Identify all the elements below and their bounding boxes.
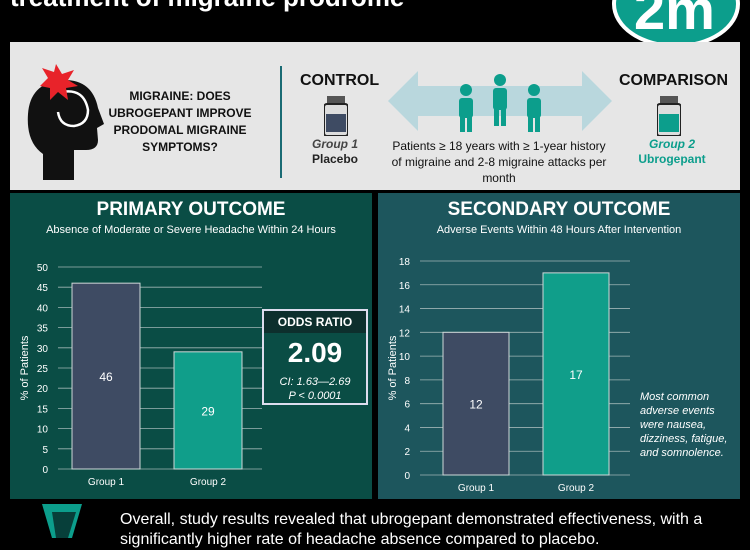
y-tick-label: 14 bbox=[399, 305, 411, 316]
x-tick-label: Group 1 bbox=[88, 477, 125, 488]
bar-value-label: 17 bbox=[569, 368, 583, 382]
y-tick-label: 4 bbox=[404, 423, 410, 434]
head-silhouette-icon bbox=[27, 64, 104, 180]
odds-ratio-p-text: P < 0.0001 bbox=[288, 390, 342, 402]
vial-placebo-icon bbox=[324, 96, 348, 136]
bar bbox=[542, 272, 610, 476]
y-tick-label: 20 bbox=[37, 384, 49, 395]
secondary-subheading: Adverse Events Within 48 Hours After Int… bbox=[436, 224, 682, 236]
bar-value-label: 46 bbox=[99, 370, 113, 384]
question-text: MIGRAINE: DOES UBROGEPANT IMPROVE PRODOM… bbox=[108, 89, 252, 154]
summary-text: Overall, study results revealed that ubr… bbox=[120, 511, 703, 548]
y-tick-label: 35 bbox=[37, 324, 49, 335]
odds-ratio-label: ODDS RATIO bbox=[264, 311, 366, 333]
y-tick-label: 10 bbox=[37, 425, 49, 436]
adverse-events-note: Most common adverse events were nausea, … bbox=[640, 391, 728, 459]
bar-value-label: 29 bbox=[201, 404, 215, 418]
bar bbox=[71, 282, 141, 470]
y-tick-label: 40 bbox=[37, 303, 49, 314]
control-title: CONTROL bbox=[300, 72, 380, 89]
bar bbox=[173, 351, 243, 470]
primary-bar-chart: 0 5 10 15 20 25 30 35 40 45 50 % of Patients 46 Group… bbox=[19, 263, 262, 488]
vial-ubrogepant-icon bbox=[657, 96, 681, 136]
double-arrow-people-icon bbox=[388, 71, 612, 132]
bar-value-label: 12 bbox=[469, 398, 483, 412]
y-tick-label: 18 bbox=[399, 257, 411, 268]
group2-treatment: Ubrogepant bbox=[638, 152, 706, 166]
x-tick-label: Group 2 bbox=[190, 477, 227, 488]
bar bbox=[442, 331, 510, 476]
primary-subheading: Absence of Moderate or Severe Headache W… bbox=[46, 224, 336, 236]
y-axis-label: % of Patients bbox=[19, 335, 31, 400]
comparison-title: COMPARISON bbox=[619, 72, 729, 89]
summary-icon bbox=[42, 504, 82, 538]
y-tick-label: 8 bbox=[404, 376, 410, 387]
secondary-heading: SECONDARY OUTCOME bbox=[447, 199, 671, 220]
primary-heading: PRIMARY OUTCOME bbox=[96, 199, 286, 220]
y-tick-label: 45 bbox=[37, 283, 49, 294]
y-tick-label: 12 bbox=[399, 328, 411, 339]
study-design-panel bbox=[10, 42, 740, 190]
y-tick-label: 15 bbox=[37, 404, 49, 415]
odds-ratio-value: 2.09 bbox=[287, 337, 343, 368]
group1-label: Group 1 bbox=[311, 137, 358, 151]
y-tick-label: 16 bbox=[399, 281, 411, 292]
divider bbox=[280, 66, 282, 178]
y-tick-label: 50 bbox=[37, 263, 49, 274]
odds-ratio-ci-text: CI: 1.63—2.69 bbox=[279, 376, 351, 388]
page-title: treatment of migraine prodrome bbox=[10, 0, 404, 13]
y-tick-label: 30 bbox=[37, 344, 49, 355]
x-tick-label: Group 1 bbox=[458, 483, 495, 494]
logo: 2m bbox=[612, 0, 740, 48]
population-text: Patients ≥ 18 years with ≥ 1-year histor… bbox=[391, 139, 607, 185]
group1-treatment: Placebo bbox=[311, 152, 359, 166]
x-tick-label: Group 2 bbox=[558, 483, 595, 494]
y-tick-label: 0 bbox=[42, 465, 48, 476]
odds-ratio-ci: CI: 1.63—2.69 P < 0.0001 bbox=[264, 375, 366, 403]
y-tick-label: 0 bbox=[404, 471, 410, 482]
y-tick-label: 2 bbox=[404, 447, 410, 458]
y-tick-label: 25 bbox=[37, 364, 49, 375]
y-axis-label: % of Patients bbox=[387, 335, 399, 400]
odds-ratio-box: ODDS RATIO 2.09 CI: 1.63—2.69 P < 0.0001 bbox=[262, 309, 368, 405]
y-tick-label: 5 bbox=[42, 445, 48, 456]
y-tick-label: 10 bbox=[399, 352, 411, 363]
y-tick-label: 6 bbox=[404, 400, 410, 411]
group2-label: Group 2 bbox=[648, 137, 695, 151]
logo-text: 2m bbox=[634, 0, 715, 41]
